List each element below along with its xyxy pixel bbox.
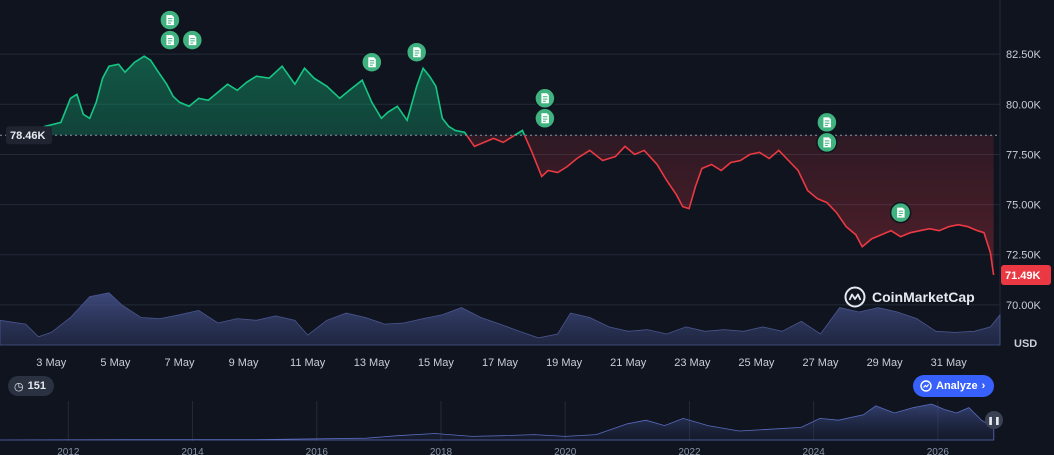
x-tick-label: 3 May (36, 357, 66, 369)
history-icon: ◷ (14, 380, 24, 393)
x-tick-label: 19 May (546, 357, 583, 369)
overview-tick-label: 2012 (57, 447, 80, 455)
document-lines (167, 38, 173, 44)
overview-area (0, 403, 995, 441)
document-lines (542, 96, 548, 102)
news-event-marker[interactable] (361, 51, 383, 73)
history-count: 151 (27, 380, 46, 392)
coinmarketcap-watermark: CoinMarketCap (844, 286, 975, 308)
baseline-badge: 78.46K (6, 126, 52, 145)
price-area-below-baseline (19, 135, 994, 275)
document-icon (368, 57, 376, 68)
y-tick-label: 75.00K (1006, 200, 1042, 212)
event-markers[interactable] (159, 9, 912, 224)
price-line-down (19, 135, 995, 276)
last-price-badge: 71.49K (1001, 264, 1051, 285)
overview-tick-label: 2022 (678, 447, 701, 455)
x-tick-label: 29 May (867, 357, 904, 369)
overview-tick-label: 2024 (803, 447, 826, 455)
price-line-up (19, 55, 526, 136)
news-event-marker[interactable] (159, 9, 181, 31)
overview-tick-label: 2018 (430, 447, 453, 455)
x-tick-label: 31 May (931, 357, 968, 369)
news-event-marker[interactable] (181, 29, 204, 51)
watermark-text: CoinMarketCap (872, 289, 975, 305)
x-tick-label: 21 May (610, 357, 647, 369)
overview-tick-label: 2026 (927, 447, 950, 455)
document-lines (167, 18, 173, 24)
pause-button[interactable]: ❚❚ (985, 411, 1003, 429)
chevron-right-icon: › (981, 380, 986, 392)
x-tick-label: 7 May (165, 357, 195, 369)
document-lines (190, 38, 195, 44)
y-tick-label: 77.50K (1006, 149, 1042, 161)
overview-tick-label: 2020 (554, 447, 577, 455)
news-event-marker[interactable] (159, 29, 181, 51)
y-tick-label: 70.00K (1006, 300, 1042, 312)
y-unit-label: USD (1014, 338, 1037, 350)
volume-area (0, 292, 1001, 346)
document-lines (898, 210, 904, 217)
analyze-label: Analyze (936, 380, 978, 392)
x-tick-label: 15 May (418, 357, 455, 369)
news-event-marker[interactable] (816, 111, 838, 134)
document-lines (824, 120, 830, 126)
coinmarketcap-logo-icon (844, 286, 866, 308)
analyze-button[interactable]: Analyze › (913, 375, 995, 397)
analyze-icon (920, 380, 932, 392)
baseline-label: 78.46K (10, 130, 46, 142)
overview-x-axis: 2012 2014 2016 2018 2020 2022 2024 2026 (57, 447, 949, 455)
x-axis: 3 May 5 May 7 May 9 May 11 May 13 May 15 May 17… (36, 357, 967, 369)
news-event-marker[interactable] (405, 41, 428, 63)
x-tick-label: 11 May (290, 357, 326, 369)
news-event-marker[interactable] (534, 87, 556, 110)
price-area-above-baseline (19, 56, 525, 136)
document-lines (824, 140, 830, 146)
document-lines (542, 116, 548, 122)
pause-icon: ❚❚ (987, 415, 1001, 425)
last-price-label: 71.49K (1005, 270, 1041, 282)
y-tick-label: 72.50K (1006, 250, 1042, 262)
news-event-marker[interactable] (816, 131, 838, 154)
news-event-marker[interactable] (889, 201, 912, 224)
y-axis: 70.00K 72.50K 75.00K 77.50K 80.00K 82.50K (1006, 49, 1042, 312)
y-tick-label: 82.50K (1006, 49, 1042, 61)
x-tick-label: 13 May (354, 357, 391, 369)
x-tick-label: 25 May (738, 357, 775, 369)
x-tick-label: 5 May (100, 357, 130, 369)
x-tick-label: 17 May (482, 357, 519, 369)
overview-navigator[interactable]: 2012 2014 2016 2018 2020 2022 2024 2026 (0, 401, 1000, 455)
x-tick-label: 23 May (674, 357, 711, 369)
overview-tick-label: 2016 (306, 447, 329, 455)
document-lines (414, 50, 420, 56)
x-tick-label: 27 May (802, 357, 839, 369)
x-tick-label: 9 May (229, 357, 259, 369)
news-event-marker[interactable] (534, 107, 556, 130)
y-tick-label: 80.00K (1006, 99, 1042, 111)
document-lines (369, 60, 375, 66)
overview-tick-label: 2014 (181, 447, 204, 455)
history-button[interactable]: ◷ 151 (8, 376, 54, 396)
